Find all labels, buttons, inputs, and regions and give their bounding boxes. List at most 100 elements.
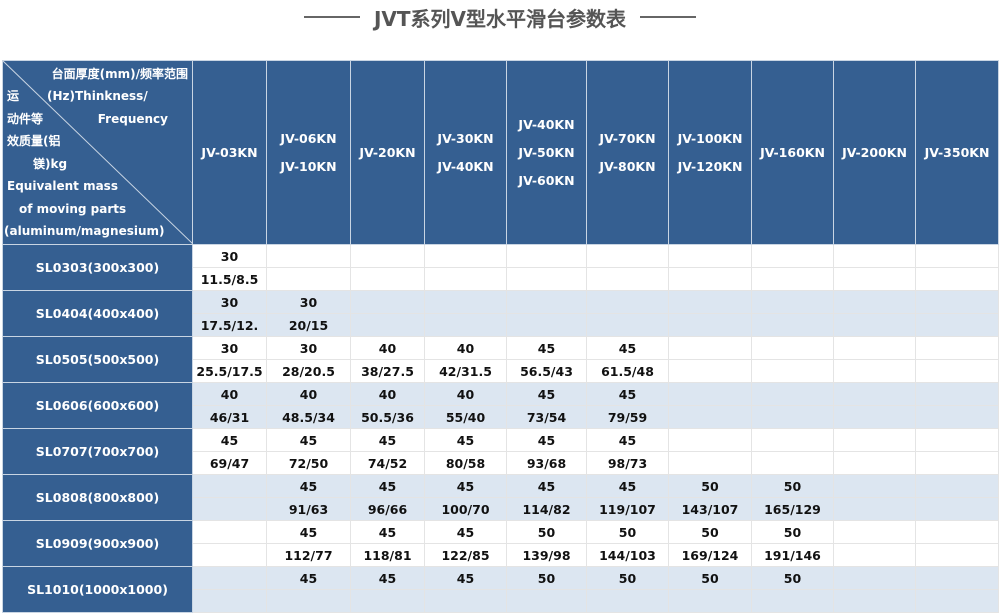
table-row: 25.5/17.5 28/20.5 38/27.5 42/31.5 56.5/43 61.… (3, 359, 999, 383)
mass-cell: 91/63 (266, 497, 351, 521)
column-header-model: JV-30KN (437, 130, 494, 146)
corner-bottom-line: 运 (7, 89, 20, 103)
column-header: JV-70KN JV-80KN (586, 60, 669, 245)
mass-cell (833, 589, 916, 613)
row-label: SL0505(500x500) (2, 336, 193, 383)
mass-cell: 38/27.5 (350, 359, 425, 383)
mass-cell: 72/50 (266, 451, 351, 475)
thickness-cell (833, 382, 916, 406)
thickness-cell: 45 (506, 336, 587, 360)
thickness-cell (506, 244, 587, 268)
column-header: JV-200KN (833, 60, 916, 245)
mass-cell (833, 497, 916, 521)
row-label: SL1010(1000x1000) (2, 566, 193, 613)
mass-cell (751, 405, 834, 429)
table-row: SL0505(500x500) 30 30 40 40 45 45 (2, 336, 999, 383)
mass-cell (833, 451, 916, 475)
mass-cell: 93/68 (506, 451, 587, 475)
thickness-cell (586, 290, 669, 314)
thickness-cell (192, 520, 267, 544)
row-label: SL0606(600x600) (2, 382, 193, 429)
column-header-model: JV-40KN (437, 158, 494, 174)
thickness-cell: 45 (506, 428, 587, 452)
thickness-cell (350, 244, 425, 268)
mass-cell (751, 267, 834, 291)
mass-cell (668, 313, 752, 337)
mass-cell (915, 497, 999, 521)
corner-header: 台面厚度(mm)/频率范围 运 (Hz)Thinkness/ 动件等 Frequen… (2, 60, 193, 245)
title-line-left (303, 16, 360, 18)
mass-cell (424, 267, 507, 291)
thickness-cell: 45 (424, 566, 507, 590)
mass-cell (833, 405, 916, 429)
thickness-cell: 50 (751, 520, 834, 544)
table-row: SL0404(400x400) 30 30 (2, 290, 999, 337)
mass-cell (586, 267, 669, 291)
column-header: JV-30KN JV-40KN (424, 60, 507, 245)
column-header-model: JV-70KN (599, 130, 656, 146)
mass-cell (751, 451, 834, 475)
mass-cell (506, 313, 587, 337)
thickness-cell (668, 336, 752, 360)
mass-cell (350, 313, 425, 337)
thickness-cell: 45 (586, 382, 669, 406)
table-row: 46/31 48.5/34 50.5/36 55/40 73/54 79/59 (3, 405, 999, 429)
column-header-model: JV-200KN (842, 144, 907, 160)
mass-cell: 50.5/36 (350, 405, 425, 429)
mass-cell (506, 267, 587, 291)
mass-cell (192, 589, 267, 613)
mass-cell: 48.5/34 (266, 405, 351, 429)
mass-cell (915, 313, 999, 337)
thickness-cell: 50 (668, 474, 752, 498)
column-header: JV-160KN (751, 60, 834, 245)
thickness-cell (915, 520, 999, 544)
column-header-model: JV-60KN (518, 172, 575, 188)
thickness-cell (424, 244, 507, 268)
thickness-cell: 45 (424, 428, 507, 452)
mass-cell (751, 589, 834, 613)
row-label: SL0404(400x400) (2, 290, 193, 337)
mass-cell: 96/66 (350, 497, 425, 521)
thickness-cell (915, 382, 999, 406)
thickness-cell (915, 566, 999, 590)
corner-bottom-line: 效质量(铝 (7, 134, 61, 148)
corner-bottom-line: of moving parts (19, 201, 127, 216)
mass-cell (915, 589, 999, 613)
mass-cell: 100/70 (424, 497, 507, 521)
thickness-cell (751, 290, 834, 314)
thickness-cell (266, 244, 351, 268)
mass-cell: 42/31.5 (424, 359, 507, 383)
mass-cell: 28/20.5 (266, 359, 351, 383)
thickness-cell: 40 (424, 336, 507, 360)
thickness-cell: 40 (192, 382, 267, 406)
mass-cell (915, 359, 999, 383)
thickness-cell: 45 (266, 520, 351, 544)
thickness-cell (506, 290, 587, 314)
thickness-cell (915, 290, 999, 314)
thickness-cell (751, 382, 834, 406)
page-title-bar: JVT系列V型水平滑台参数表 (0, 0, 1000, 34)
thickness-cell: 50 (506, 566, 587, 590)
thickness-cell: 45 (266, 566, 351, 590)
thickness-cell (751, 336, 834, 360)
thickness-cell (192, 566, 267, 590)
thickness-cell: 50 (586, 520, 669, 544)
mass-cell (751, 359, 834, 383)
thickness-cell (915, 244, 999, 268)
thickness-cell (833, 566, 916, 590)
mass-cell: 17.5/12. (192, 313, 267, 337)
mass-cell (192, 497, 267, 521)
mass-cell: 191/146 (751, 543, 834, 567)
thickness-cell: 50 (668, 566, 752, 590)
mass-cell: 144/103 (586, 543, 669, 567)
thickness-cell (833, 336, 916, 360)
column-header-model: JV-03KN (201, 144, 258, 160)
corner-bottom-line: 动件等 (7, 111, 44, 126)
mass-cell (833, 313, 916, 337)
column-header: JV-20KN (350, 60, 425, 245)
corner-bottom-line: (aluminum/magnesium) (4, 224, 165, 238)
thickness-cell (915, 336, 999, 360)
corner-top-line: 台面厚度(mm)/频率范围 (51, 66, 188, 81)
diagonal-divider (3, 61, 192, 244)
thickness-cell (833, 244, 916, 268)
